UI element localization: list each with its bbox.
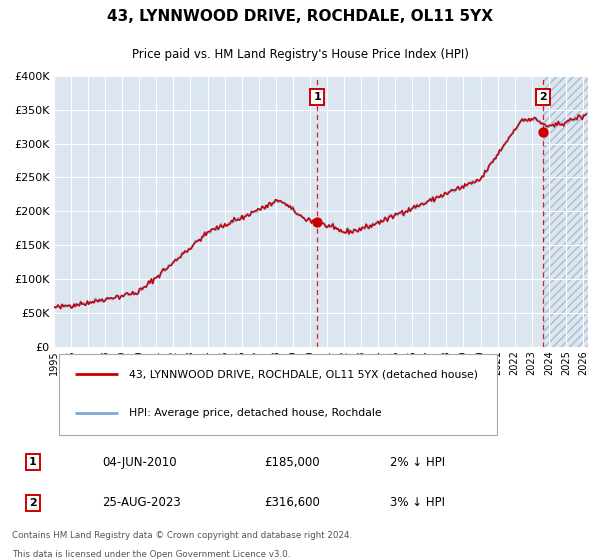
Text: 2: 2 — [539, 92, 547, 102]
Text: 04-JUN-2010: 04-JUN-2010 — [102, 456, 176, 469]
Text: 2% ↓ HPI: 2% ↓ HPI — [390, 456, 445, 469]
FancyBboxPatch shape — [59, 354, 497, 435]
Text: This data is licensed under the Open Government Licence v3.0.: This data is licensed under the Open Gov… — [12, 550, 290, 559]
Text: Contains HM Land Registry data © Crown copyright and database right 2024.: Contains HM Land Registry data © Crown c… — [12, 531, 352, 540]
Text: 3% ↓ HPI: 3% ↓ HPI — [390, 496, 445, 510]
Text: Price paid vs. HM Land Registry's House Price Index (HPI): Price paid vs. HM Land Registry's House … — [131, 48, 469, 61]
Text: 43, LYNNWOOD DRIVE, ROCHDALE, OL11 5YX: 43, LYNNWOOD DRIVE, ROCHDALE, OL11 5YX — [107, 9, 493, 24]
Text: £185,000: £185,000 — [264, 456, 320, 469]
Point — [538, 128, 548, 137]
Text: HPI: Average price, detached house, Rochdale: HPI: Average price, detached house, Roch… — [129, 408, 382, 418]
Text: 1: 1 — [313, 92, 321, 102]
Text: 1: 1 — [29, 458, 37, 468]
Text: £316,600: £316,600 — [264, 496, 320, 510]
Text: 2: 2 — [29, 498, 37, 508]
Text: 25-AUG-2023: 25-AUG-2023 — [102, 496, 181, 510]
Point — [312, 217, 322, 226]
Text: 43, LYNNWOOD DRIVE, ROCHDALE, OL11 5YX (detached house): 43, LYNNWOOD DRIVE, ROCHDALE, OL11 5YX (… — [129, 369, 478, 379]
